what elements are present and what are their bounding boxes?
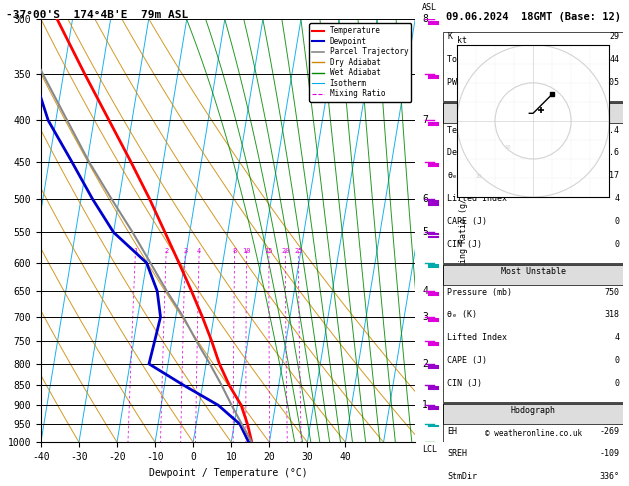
Text: K: K bbox=[447, 32, 452, 41]
Text: 1: 1 bbox=[422, 400, 428, 410]
Text: 14.6: 14.6 bbox=[599, 148, 619, 157]
Text: Dewp (°C): Dewp (°C) bbox=[447, 148, 492, 157]
Text: 318: 318 bbox=[604, 311, 619, 319]
Text: θₑ(K): θₑ(K) bbox=[447, 171, 472, 180]
Text: 15: 15 bbox=[265, 248, 273, 254]
Text: 20: 20 bbox=[476, 174, 482, 179]
Text: CAPE (J): CAPE (J) bbox=[447, 217, 487, 226]
Text: 8: 8 bbox=[233, 248, 237, 254]
Text: 4: 4 bbox=[422, 286, 428, 296]
Text: CIN (J): CIN (J) bbox=[447, 240, 482, 249]
Text: 0: 0 bbox=[614, 217, 619, 226]
Legend: Temperature, Dewpoint, Parcel Trajectory, Dry Adiabat, Wet Adiabat, Isotherm, Mi: Temperature, Dewpoint, Parcel Trajectory… bbox=[309, 23, 411, 102]
Text: 3.05: 3.05 bbox=[599, 78, 619, 87]
Bar bbox=[443, 265, 623, 401]
Y-axis label: hPa: hPa bbox=[0, 222, 2, 240]
Text: 8: 8 bbox=[422, 15, 428, 24]
Text: -109: -109 bbox=[599, 450, 619, 458]
Text: 0: 0 bbox=[614, 356, 619, 365]
Text: 6: 6 bbox=[422, 194, 428, 204]
Text: 4: 4 bbox=[197, 248, 201, 254]
Text: 0: 0 bbox=[614, 240, 619, 249]
Text: 09.06.2024  18GMT (Base: 12): 09.06.2024 18GMT (Base: 12) bbox=[445, 12, 621, 22]
Text: kt: kt bbox=[457, 36, 467, 45]
Text: CAPE (J): CAPE (J) bbox=[447, 356, 487, 365]
Text: 44: 44 bbox=[609, 55, 619, 64]
Text: 317: 317 bbox=[604, 171, 619, 180]
Text: 4: 4 bbox=[614, 333, 619, 342]
Text: 2: 2 bbox=[164, 248, 169, 254]
Text: θₑ (K): θₑ (K) bbox=[447, 311, 477, 319]
Text: 336°: 336° bbox=[599, 472, 619, 481]
Text: 1: 1 bbox=[133, 248, 138, 254]
Text: 10: 10 bbox=[504, 145, 511, 151]
Text: Hodograph: Hodograph bbox=[511, 406, 555, 415]
Bar bbox=[443, 103, 623, 262]
Text: Lifted Index: Lifted Index bbox=[447, 333, 507, 342]
Text: Pressure (mb): Pressure (mb) bbox=[447, 288, 512, 296]
Bar bbox=[443, 404, 623, 486]
Text: 4: 4 bbox=[614, 194, 619, 203]
Text: 5: 5 bbox=[422, 227, 428, 237]
Bar bbox=[443, 402, 623, 424]
Text: SREH: SREH bbox=[447, 450, 467, 458]
Text: Mixing Ratio (g/kg): Mixing Ratio (g/kg) bbox=[459, 183, 468, 278]
Text: 3: 3 bbox=[183, 248, 187, 254]
Text: © weatheronline.co.uk: © weatheronline.co.uk bbox=[484, 429, 582, 438]
Text: EH: EH bbox=[447, 427, 457, 435]
Text: 25: 25 bbox=[294, 248, 303, 254]
Text: 3: 3 bbox=[422, 312, 428, 322]
Bar bbox=[443, 32, 623, 101]
Text: 29: 29 bbox=[609, 32, 619, 41]
Text: Totals Totals: Totals Totals bbox=[447, 55, 512, 64]
Text: km
ASL: km ASL bbox=[422, 0, 437, 13]
Text: 15.4: 15.4 bbox=[599, 125, 619, 135]
Bar bbox=[443, 263, 623, 285]
Text: CIN (J): CIN (J) bbox=[447, 379, 482, 388]
Text: LCL: LCL bbox=[422, 445, 437, 454]
Text: Temp (°C): Temp (°C) bbox=[447, 125, 492, 135]
Bar bbox=[443, 102, 623, 123]
Text: 20: 20 bbox=[281, 248, 289, 254]
Text: -37°00'S  174°4B'E  79m ASL: -37°00'S 174°4B'E 79m ASL bbox=[6, 10, 189, 20]
Text: 0: 0 bbox=[614, 379, 619, 388]
X-axis label: Dewpoint / Temperature (°C): Dewpoint / Temperature (°C) bbox=[148, 468, 308, 478]
Text: Surface: Surface bbox=[516, 105, 550, 114]
Text: StmDir: StmDir bbox=[447, 472, 477, 481]
Text: 10: 10 bbox=[242, 248, 251, 254]
Text: PW (cm): PW (cm) bbox=[447, 78, 482, 87]
Text: Lifted Index: Lifted Index bbox=[447, 194, 507, 203]
Text: 7: 7 bbox=[422, 116, 428, 125]
Text: Most Unstable: Most Unstable bbox=[501, 267, 565, 276]
Text: 2: 2 bbox=[422, 359, 428, 369]
Text: 750: 750 bbox=[604, 288, 619, 296]
Text: -269: -269 bbox=[599, 427, 619, 435]
